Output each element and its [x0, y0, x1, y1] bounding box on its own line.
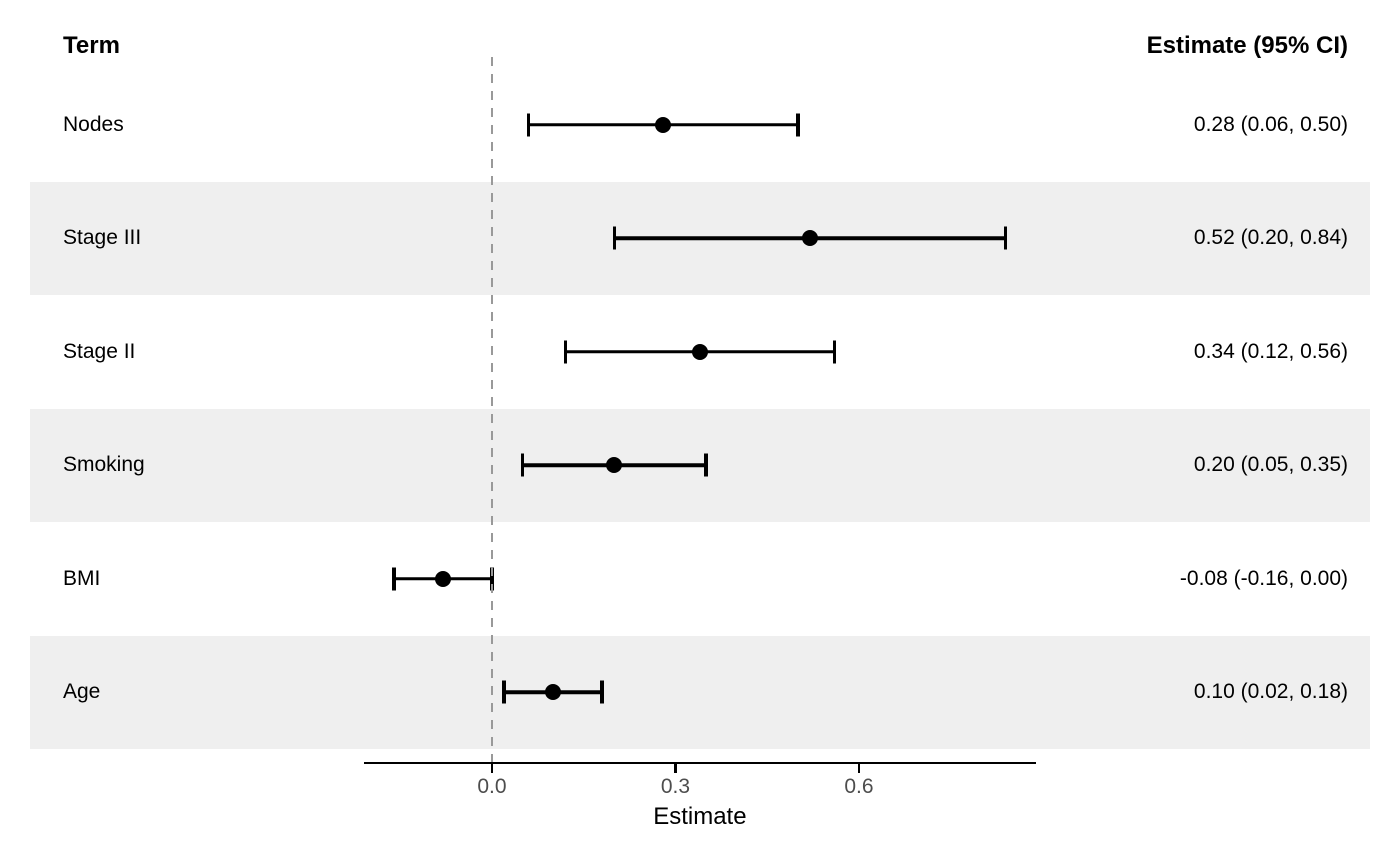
table-row: Age 0.10 (0.02, 0.18)	[0, 635, 1400, 749]
ci-cap-low	[520, 453, 525, 477]
table-row: Nodes 0.28 (0.06, 0.50)	[0, 68, 1400, 182]
ci-cap-low	[563, 340, 568, 364]
ci-cap-high	[832, 340, 837, 364]
ci-cap-high	[704, 453, 708, 477]
estimate-label: 0.52 (0.20, 0.84)	[1193, 226, 1348, 250]
table-row: Stage III 0.52 (0.20, 0.84)	[0, 181, 1400, 295]
estimate-label: 0.20 (0.05, 0.35)	[1193, 453, 1348, 477]
ci-cap-low	[526, 113, 531, 137]
ci-cap-low	[612, 226, 617, 250]
term-label: Stage II	[63, 339, 136, 363]
point-marker	[801, 230, 818, 247]
row-stripe	[30, 522, 1370, 636]
x-tick-label: 0.3	[660, 775, 691, 798]
term-label: BMI	[63, 566, 101, 590]
ci-cap-high	[1003, 226, 1008, 250]
term-label: Smoking	[63, 453, 145, 477]
point-marker	[435, 570, 451, 587]
table-row: Stage II 0.34 (0.12, 0.56)	[0, 295, 1400, 409]
x-tick-label: 0.6	[844, 775, 874, 798]
ci-cap-high	[796, 113, 800, 137]
x-tick-mark	[674, 764, 677, 773]
x-tick-label: 0.0	[477, 775, 507, 798]
x-tick-mark	[857, 764, 861, 773]
table-row: Smoking 0.20 (0.05, 0.35)	[0, 408, 1400, 522]
zero-reference-line	[490, 57, 494, 762]
row-stripe	[30, 635, 1370, 749]
term-column-header: Term	[63, 32, 120, 59]
term-label: Stage III	[63, 226, 142, 250]
ci-cap-low	[502, 680, 506, 704]
term-label: Nodes	[63, 112, 124, 136]
point-marker	[655, 116, 672, 133]
ci-cap-high	[600, 680, 604, 704]
estimate-label: 0.10 (0.02, 0.18)	[1193, 680, 1348, 704]
table-row: BMI -0.08 (-0.16, 0.00)	[0, 522, 1400, 636]
ci-cap-low	[392, 567, 396, 591]
term-label: Age	[63, 680, 101, 704]
point-marker	[545, 684, 562, 701]
x-axis-line	[363, 761, 1037, 764]
estimate-label: 0.28 (0.06, 0.50)	[1193, 112, 1348, 136]
point-marker	[691, 343, 708, 360]
estimate-label: -0.08 (-0.16, 0.00)	[1179, 566, 1348, 590]
estimate-column-header: Estimate (95% CI)	[1146, 32, 1348, 59]
x-axis-title: Estimate	[653, 803, 747, 830]
x-tick-mark	[490, 764, 494, 773]
point-marker	[606, 457, 623, 474]
estimate-label: 0.34 (0.12, 0.56)	[1193, 339, 1348, 363]
